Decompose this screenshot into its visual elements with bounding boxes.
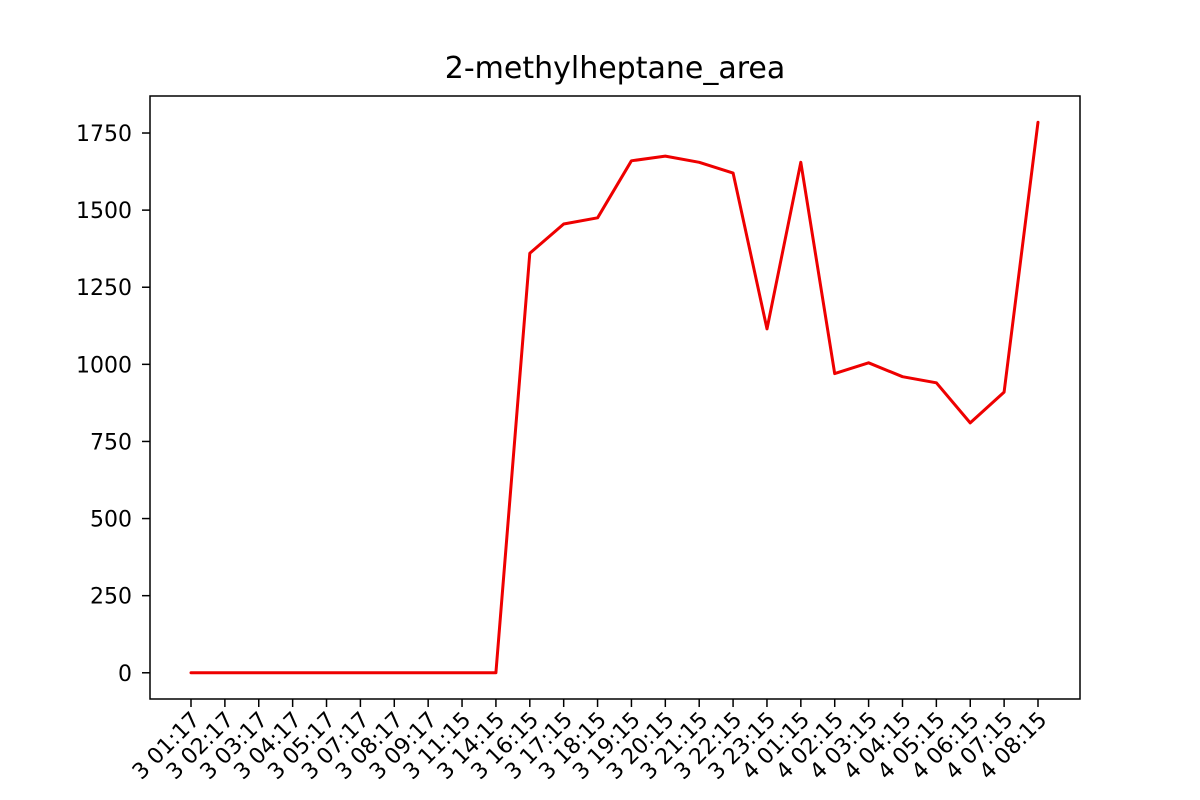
y-tick-label: 1000 <box>76 353 132 378</box>
series-line <box>189 120 1040 675</box>
y-axis: 0 250 500 750 1000 1250 1500 1750 <box>76 122 150 687</box>
y-tick-label: 250 <box>90 585 132 610</box>
y-tick-label: 1250 <box>76 276 132 301</box>
y-tick-label: 500 <box>90 508 132 533</box>
y-tick-label: 750 <box>90 430 132 455</box>
plot-series <box>189 120 1040 675</box>
y-tick-label: 0 <box>118 662 132 687</box>
y-tick-label: 1750 <box>76 122 132 147</box>
plot-frame <box>149 95 1081 700</box>
y-tick-label: 1500 <box>76 199 132 224</box>
chart-title: 2-methylheptane_area <box>445 51 786 86</box>
